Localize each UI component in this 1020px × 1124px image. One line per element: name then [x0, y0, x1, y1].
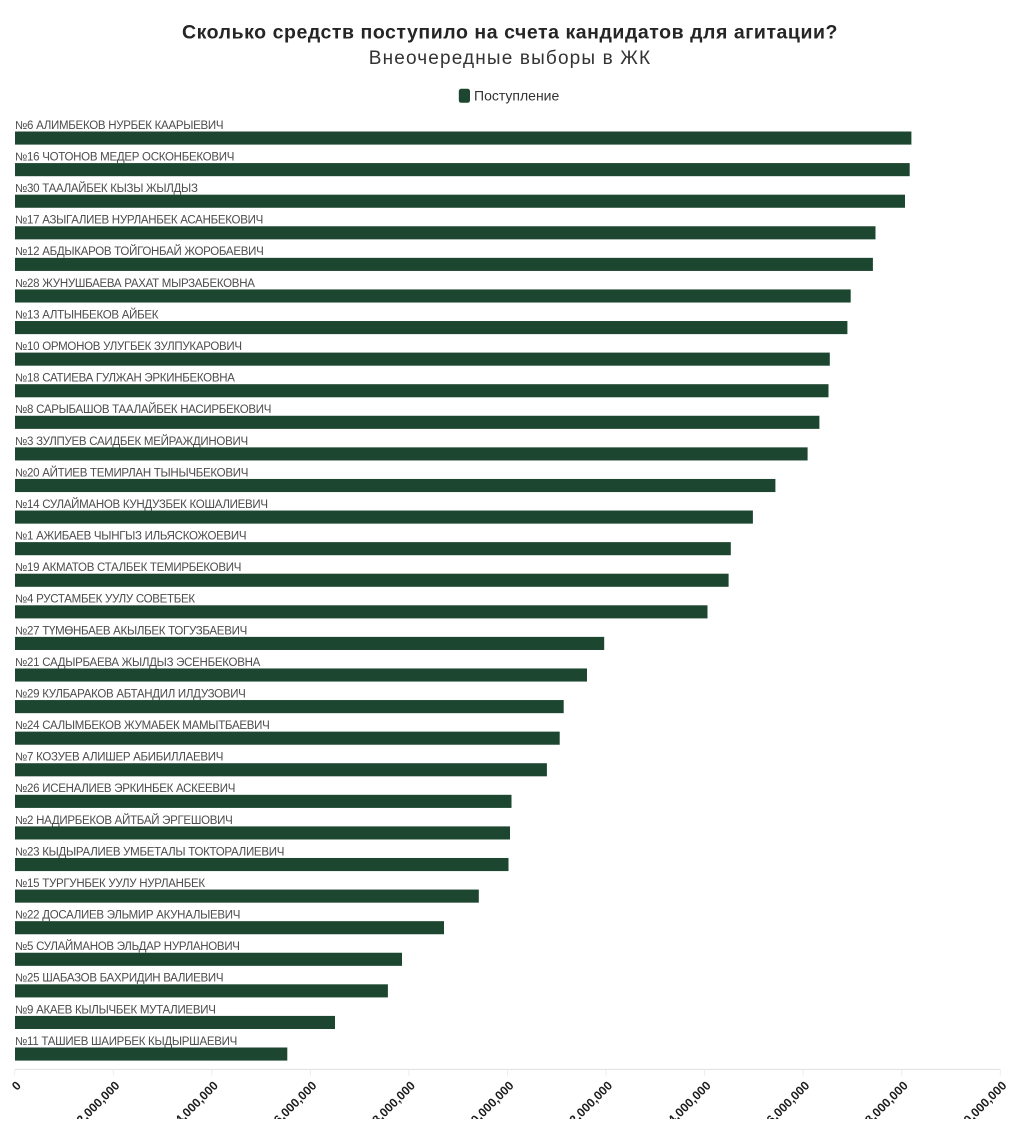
svg-text:№17 АЗЫГАЛИЕВ НУРЛАНБЕК АСАНБЕ: №17 АЗЫГАЛИЕВ НУРЛАНБЕК АСАНБЕКОВИЧ: [15, 215, 263, 227]
svg-text:№8 САРЫБАШОВ ТААЛАЙБЕК НАСИРБЕ: №8 САРЫБАШОВ ТААЛАЙБЕК НАСИРБЕКОВИЧ: [15, 403, 271, 416]
svg-text:№26 ИСЕНАЛИЕВ ЭРКИНБЕК АСКЕЕВИ: №26 ИСЕНАЛИЕВ ЭРКИНБЕК АСКЕЕВИЧ: [15, 783, 235, 795]
svg-text:№6 АЛИМБЕКОВ НУРБЕК КААРЫЕВИЧ: №6 АЛИМБЕКОВ НУРБЕК КААРЫЕВИЧ: [15, 120, 223, 132]
svg-text:№12 АБДЫКАРОВ ТОЙГОНБАЙ ЖОРОБА: №12 АБДЫКАРОВ ТОЙГОНБАЙ ЖОРОБАЕВИЧ: [15, 245, 263, 258]
svg-text:№5 СУЛАЙМАНОВ ЭЛЬДАР НУРЛАНОВИ: №5 СУЛАЙМАНОВ ЭЛЬДАР НУРЛАНОВИЧ: [15, 940, 240, 953]
svg-text:№22 ДОСАЛИЕВ ЭЛЬМИР АКУНАЛЫЕВИ: №22 ДОСАЛИЕВ ЭЛЬМИР АКУНАЛЫЕВИЧ: [15, 910, 240, 922]
svg-text:Поступление: Поступление: [474, 88, 560, 104]
svg-text:№20 АЙТИЕВ ТЕМИРЛАН ТЫНЫЧБЕКОВ: №20 АЙТИЕВ ТЕМИРЛАН ТЫНЫЧБЕКОВИЧ: [15, 466, 248, 479]
svg-text:№15 ТУРГУНБЕК УУЛУ НУРЛАНБЕК: №15 ТУРГУНБЕК УУЛУ НУРЛАНБЕК: [15, 878, 205, 890]
svg-text:№24 САЛЫМБЕКОВ ЖУМАБЕК МАМЫТБА: №24 САЛЫМБЕКОВ ЖУМАБЕК МАМЫТБАЕВИЧ: [15, 720, 270, 732]
svg-text:№29 КУЛБАРАКОВ АБТАНДИЛ ИЛДУЗО: №29 КУЛБАРАКОВ АБТАНДИЛ ИЛДУЗОВИЧ: [15, 688, 246, 700]
svg-text:№3 ЗУЛПУЕВ САИДБЕК МЕЙРАЖДИНОВ: №3 ЗУЛПУЕВ САИДБЕК МЕЙРАЖДИНОВИЧ: [15, 435, 248, 448]
svg-text:№4 РУСТАМБЕК УУЛУ СОВЕТБЕК: №4 РУСТАМБЕК УУЛУ СОВЕТБЕК: [15, 594, 195, 606]
svg-text:№30 ТААЛАЙБЕК КЫЗЫ ЖЫЛДЫЗ: №30 ТААЛАЙБЕК КЫЗЫ ЖЫЛДЫЗ: [15, 182, 198, 195]
svg-text:№16 ЧОТОНОВ МЕДЕР ОСКОНБЕКОВИЧ: №16 ЧОТОНОВ МЕДЕР ОСКОНБЕКОВИЧ: [15, 151, 234, 163]
svg-text:№25 ШАБАЗОВ БАХРИДИН ВАЛИЕВИЧ: №25 ШАБАЗОВ БАХРИДИН ВАЛИЕВИЧ: [15, 973, 223, 985]
svg-text:№18 САТИЕВА ГУЛЖАН ЭРКИНБЕКОВН: №18 САТИЕВА ГУЛЖАН ЭРКИНБЕКОВНА: [15, 373, 235, 385]
svg-text:№21 САДЫРБАЕВА ЖЫЛДЫЗ ЭСЕНБЕКО: №21 САДЫРБАЕВА ЖЫЛДЫЗ ЭСЕНБЕКОВНА: [15, 657, 261, 669]
svg-text:№13 АЛТЫНБЕКОВ АЙБЕК: №13 АЛТЫНБЕКОВ АЙБЕК: [15, 308, 159, 321]
svg-text:№28 ЖУНУШБАЕВА РАХАТ МЫРЗАБЕКО: №28 ЖУНУШБАЕВА РАХАТ МЫРЗАБЕКОВНА: [15, 278, 255, 290]
svg-text:Внеочередные выборы в ЖК: Внеочередные выборы в ЖК: [369, 48, 651, 69]
svg-text:№10 ОРМОНОВ УЛУГБЕК ЗУЛПУКАРОВ: №10 ОРМОНОВ УЛУГБЕК ЗУЛПУКАРОВИЧ: [15, 341, 242, 353]
svg-text:№1 АЖИБАЕВ ЧЫНГЫЗ ИЛЬЯСКОЖОЕВИ: №1 АЖИБАЕВ ЧЫНГЫЗ ИЛЬЯСКОЖОЕВИЧ: [15, 531, 246, 543]
svg-text:№11 ТАШИЕВ ШАИРБЕК КЫДЫРШАЕВИЧ: №11 ТАШИЕВ ШАИРБЕК КЫДЫРШАЕВИЧ: [15, 1036, 237, 1048]
svg-text:№19 АКМАТОВ СТАЛБЕК ТЕМИРБЕКОВ: №19 АКМАТОВ СТАЛБЕК ТЕМИРБЕКОВИЧ: [15, 562, 241, 574]
svg-text:№9 АКАЕВ КЫЛЫЧБЕК МУТАЛИЕВИЧ: №9 АКАЕВ КЫЛЫЧБЕК МУТАЛИЕВИЧ: [15, 1004, 216, 1016]
svg-text:№14 СУЛАЙМАНОВ КУНДУЗБЕК КОШАЛ: №14 СУЛАЙМАНОВ КУНДУЗБЕК КОШАЛИЕВИЧ: [15, 498, 268, 511]
svg-text:Сколько средств поступило на с: Сколько средств поступило на счета канди…: [182, 21, 838, 43]
svg-text:№7 КОЗУЕВ АЛИШЕР АБИБИЛЛАЕВИЧ: №7 КОЗУЕВ АЛИШЕР АБИБИЛЛАЕВИЧ: [15, 752, 223, 764]
svg-text:№2 НАДИРБЕКОВ АЙТБАЙ ЭРГЕШОВИЧ: №2 НАДИРБЕКОВ АЙТБАЙ ЭРГЕШОВИЧ: [15, 814, 233, 827]
svg-text:№23 КЫДЫРАЛИЕВ УМБЕТАЛЫ ТОКТОР: №23 КЫДЫРАЛИЕВ УМБЕТАЛЫ ТОКТОРАЛИЕВИЧ: [15, 846, 284, 858]
svg-text:№27 ТҮМӨНБАЕВ АКЫЛБЕК ТОГУЗБАЕ: №27 ТҮМӨНБАЕВ АКЫЛБЕК ТОГУЗБАЕВИЧ: [15, 625, 247, 637]
